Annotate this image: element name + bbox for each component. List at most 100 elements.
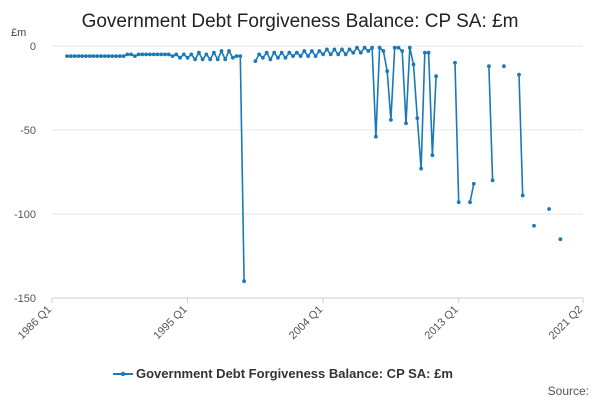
- data-point: [159, 52, 164, 57]
- legend: Government Debt Forgiveness Balance: CP …: [113, 366, 453, 381]
- data-point: [193, 57, 198, 62]
- data-point: [377, 45, 382, 50]
- data-point: [358, 50, 363, 55]
- data-point: [471, 181, 476, 186]
- data-point: [351, 50, 356, 55]
- legend-marker: [120, 371, 126, 377]
- data-point: [117, 54, 122, 58]
- data-point: [407, 45, 412, 50]
- data-point: [95, 54, 100, 58]
- data-point: [272, 50, 277, 55]
- data-point: [204, 52, 209, 57]
- y-tick-label: -150: [14, 293, 36, 305]
- x-tick-label: 2013 Q1: [423, 304, 461, 342]
- data-point: [197, 50, 201, 55]
- data-point: [110, 54, 115, 58]
- data-point: [294, 50, 299, 55]
- data-point: [129, 52, 134, 57]
- data-point: [302, 49, 307, 53]
- data-point: [114, 54, 118, 58]
- data-point: [547, 207, 551, 211]
- series-line: [65, 45, 563, 284]
- data-point: [389, 118, 393, 122]
- series-line-segment: [518, 74, 524, 196]
- data-point: [234, 54, 239, 58]
- data-point: [121, 54, 126, 58]
- data-point: [502, 64, 506, 69]
- data-point: [242, 279, 247, 284]
- data-point: [400, 49, 405, 53]
- series-line-segment: [469, 183, 475, 203]
- gridlines: [52, 45, 583, 215]
- data-point: [370, 45, 374, 50]
- data-point: [298, 54, 303, 58]
- y-tick-label: -100: [14, 209, 36, 221]
- data-point: [223, 57, 228, 62]
- data-point: [102, 54, 107, 58]
- data-point: [426, 50, 431, 55]
- data-point: [328, 52, 333, 57]
- y-axis-unit-label: £m: [11, 27, 26, 39]
- data-point: [72, 54, 77, 58]
- data-point: [325, 47, 329, 52]
- data-point: [276, 55, 280, 60]
- data-point: [385, 69, 390, 74]
- data-point: [456, 200, 461, 205]
- x-tick-label: 1986 Q1: [16, 304, 54, 342]
- data-point: [76, 54, 81, 58]
- data-point: [200, 57, 205, 62]
- data-point: [136, 52, 141, 57]
- chart-title: Government Debt Forgiveness Balance: CP …: [82, 11, 519, 32]
- data-point: [87, 54, 92, 58]
- data-point: [99, 54, 103, 58]
- y-tick-label: 0: [30, 41, 36, 53]
- data-point: [238, 54, 243, 58]
- data-point: [517, 72, 521, 77]
- data-point: [374, 134, 378, 139]
- data-point: [170, 54, 175, 58]
- data-point: [381, 49, 386, 53]
- data-point: [313, 54, 318, 58]
- data-point: [219, 49, 224, 53]
- data-point: [287, 50, 292, 55]
- data-point: [340, 47, 344, 52]
- data-point: [80, 54, 84, 58]
- series-line-segment: [488, 66, 494, 181]
- data-point: [65, 54, 69, 58]
- x-tick-label: 2004 Q1: [287, 304, 325, 342]
- data-point: [422, 50, 427, 55]
- data-point: [84, 54, 88, 58]
- data-point: [321, 52, 325, 57]
- series-line-segment: [454, 62, 460, 203]
- data-point: [264, 50, 269, 55]
- data-point: [343, 52, 348, 57]
- data-point: [317, 49, 322, 53]
- data-point: [253, 59, 258, 63]
- data-point: [279, 50, 284, 55]
- data-point: [532, 223, 536, 228]
- data-point: [189, 52, 194, 57]
- data-point: [419, 166, 423, 171]
- data-point: [355, 45, 359, 50]
- x-tick-label: 2021 Q2: [547, 304, 585, 342]
- data-point: [227, 49, 231, 53]
- data-point: [174, 52, 179, 57]
- data-point: [185, 55, 190, 60]
- data-point: [257, 52, 261, 57]
- data-point: [151, 52, 156, 57]
- data-point: [520, 193, 525, 198]
- data-point: [144, 52, 149, 57]
- source-label: Source:: [548, 384, 589, 398]
- data-point: [215, 57, 220, 62]
- data-point: [208, 57, 213, 62]
- data-point: [430, 153, 435, 158]
- data-point: [415, 116, 420, 121]
- data-point: [490, 178, 495, 183]
- data-point: [453, 60, 457, 65]
- data-point: [336, 52, 341, 57]
- data-point: [181, 52, 186, 57]
- data-point: [558, 237, 563, 242]
- legend-entry-label: Government Debt Forgiveness Balance: CP …: [136, 366, 453, 381]
